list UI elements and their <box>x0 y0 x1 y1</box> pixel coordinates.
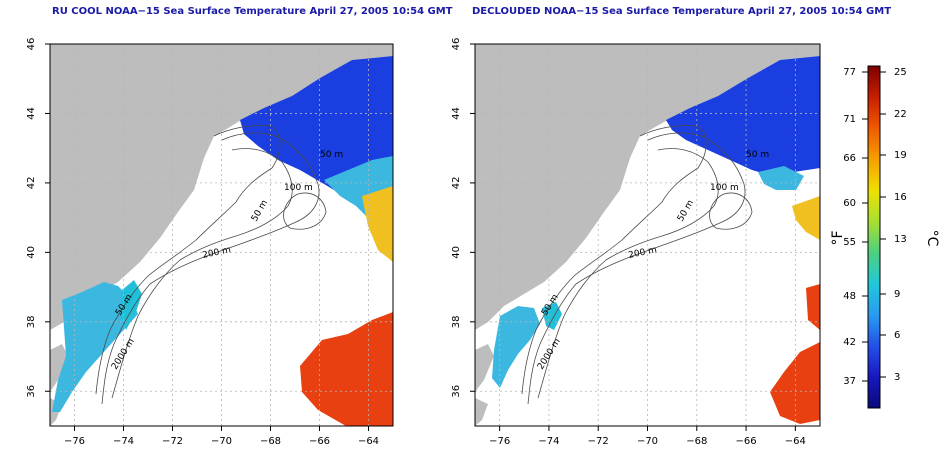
y-axis: 36 38 40 42 44 46 <box>26 38 50 398</box>
colorbar-tick-f: 48 <box>843 291 856 302</box>
sst-overlay <box>52 56 393 426</box>
map-panel-raw: 200 m 100 m 50 m 2000 m 50 m 50 m −76 −74… <box>26 38 394 447</box>
land-mass <box>50 44 393 330</box>
colorbar-tick-c: 16 <box>894 192 907 203</box>
x-tick-label: −68 <box>686 436 707 447</box>
colorbar-tick-f: 60 <box>843 198 856 209</box>
colorbar-tick-f: 77 <box>843 67 856 78</box>
y-axis: 36 38 40 42 44 46 <box>451 38 475 398</box>
colorbar-tick-c: 6 <box>894 330 900 341</box>
contour-line <box>283 192 327 230</box>
colorbar-tick-f: 71 <box>843 114 856 125</box>
x-axis: −76 −74 −72 −70 −68 −66 −64 <box>64 426 379 447</box>
colorbar-tick-c: 13 <box>894 234 907 245</box>
contour-label: 50 m <box>746 150 769 160</box>
colorbar-tick-f: 55 <box>843 237 856 248</box>
x-tick-label: −76 <box>489 436 510 447</box>
x-tick-label: −66 <box>309 436 330 447</box>
sst-region-mid-atlantic <box>492 306 540 388</box>
land-mass <box>475 44 820 330</box>
contour-line <box>521 125 707 395</box>
grid-lines <box>50 43 393 426</box>
y-tick-label: 40 <box>451 246 462 259</box>
grid-lines <box>475 43 820 426</box>
contour-line <box>709 192 753 230</box>
y-tick-label: 36 <box>26 385 37 398</box>
colorbar-tick-c: 22 <box>894 109 907 120</box>
x-tick-label: −76 <box>64 436 85 447</box>
map-title-declouded: DECLOUDED NOAA−15 Sea Surface Temperatur… <box>472 6 892 17</box>
y-tick-label: 36 <box>451 385 462 398</box>
contour-label: 50 m <box>320 150 343 160</box>
map-title-raw: RU COOL NOAA−15 Sea Surface Temperature … <box>52 6 453 17</box>
sst-overlay <box>492 56 820 424</box>
contour-label: 100 m <box>710 183 739 193</box>
colorbar-tick-c: 25 <box>894 67 907 78</box>
sst-region-warm-east <box>362 186 393 262</box>
x-tick-label: −64 <box>785 436 806 447</box>
x-tick-label: −70 <box>211 436 232 447</box>
land-mass <box>475 344 494 392</box>
contour-line <box>111 148 293 399</box>
x-axis: −76 −74 −72 −70 −68 −66 −64 <box>489 426 806 447</box>
sst-region-warm-east <box>300 312 393 426</box>
contour-line <box>527 132 746 405</box>
x-tick-label: −74 <box>113 436 134 447</box>
x-tick-label: −68 <box>260 436 281 447</box>
colorbar-fahrenheit-label: °F <box>830 230 846 245</box>
sst-region-slope <box>758 166 804 190</box>
sst-region-mid-atlantic <box>52 282 138 412</box>
y-tick-label: 46 <box>451 38 462 51</box>
x-tick-label: −66 <box>736 436 757 447</box>
sst-region-warm-east <box>770 342 820 424</box>
y-tick-label: 38 <box>26 315 37 328</box>
map-panel-declouded: 200 m 100 m 50 m 2000 m 50 m 50 m −76 −74… <box>451 38 821 447</box>
sst-region-gulf-stream <box>542 302 562 330</box>
colorbar-tick-c: 9 <box>894 289 900 300</box>
y-tick-label: 42 <box>26 177 37 190</box>
y-tick-label: 44 <box>26 107 37 120</box>
y-tick-label: 46 <box>26 38 37 51</box>
sst-region-warm-east <box>806 284 820 330</box>
sst-region-warm-east <box>792 196 820 240</box>
sst-region-gulf-of-maine <box>240 56 393 196</box>
colorbar-tick-f: 42 <box>843 337 856 348</box>
colorbar-gradient <box>867 65 881 409</box>
colorbar-tick-c: 3 <box>894 372 900 383</box>
y-tick-label: 44 <box>451 107 462 120</box>
colorbar-fahrenheit-ticks: 77 71 66 60 55 48 42 37 <box>843 67 856 387</box>
contour-label: 100 m <box>284 183 313 193</box>
colorbar-tick-marks <box>862 71 886 382</box>
y-tick-label: 40 <box>26 246 37 259</box>
colorbar-celsius-ticks: 25 22 19 16 13 9 6 3 <box>894 67 907 383</box>
land-mass <box>50 344 68 392</box>
colorbar-tick-c: 19 <box>894 150 907 161</box>
land-mass <box>475 398 488 426</box>
x-tick-label: −72 <box>588 436 609 447</box>
temperature-colorbar: 77 71 66 60 55 48 42 37 25 22 19 16 13 9… <box>830 65 940 409</box>
colorbar-tick-f: 66 <box>843 153 856 164</box>
sst-region-gulf-stream <box>120 280 142 330</box>
sst-region-gulf-of-maine <box>666 56 820 176</box>
x-tick-label: −72 <box>162 436 183 447</box>
y-tick-label: 42 <box>451 177 462 190</box>
colorbar-celsius-label: °C <box>924 230 940 247</box>
x-tick-label: −64 <box>358 436 379 447</box>
contour-line <box>101 132 320 405</box>
bathymetry-contours <box>521 125 753 405</box>
x-tick-label: −70 <box>637 436 658 447</box>
contour-line <box>537 148 719 399</box>
bathymetry-contours <box>95 125 327 405</box>
contour-line <box>95 125 281 395</box>
colorbar-tick-f: 37 <box>843 376 856 387</box>
y-tick-label: 38 <box>451 315 462 328</box>
x-tick-label: −74 <box>538 436 559 447</box>
